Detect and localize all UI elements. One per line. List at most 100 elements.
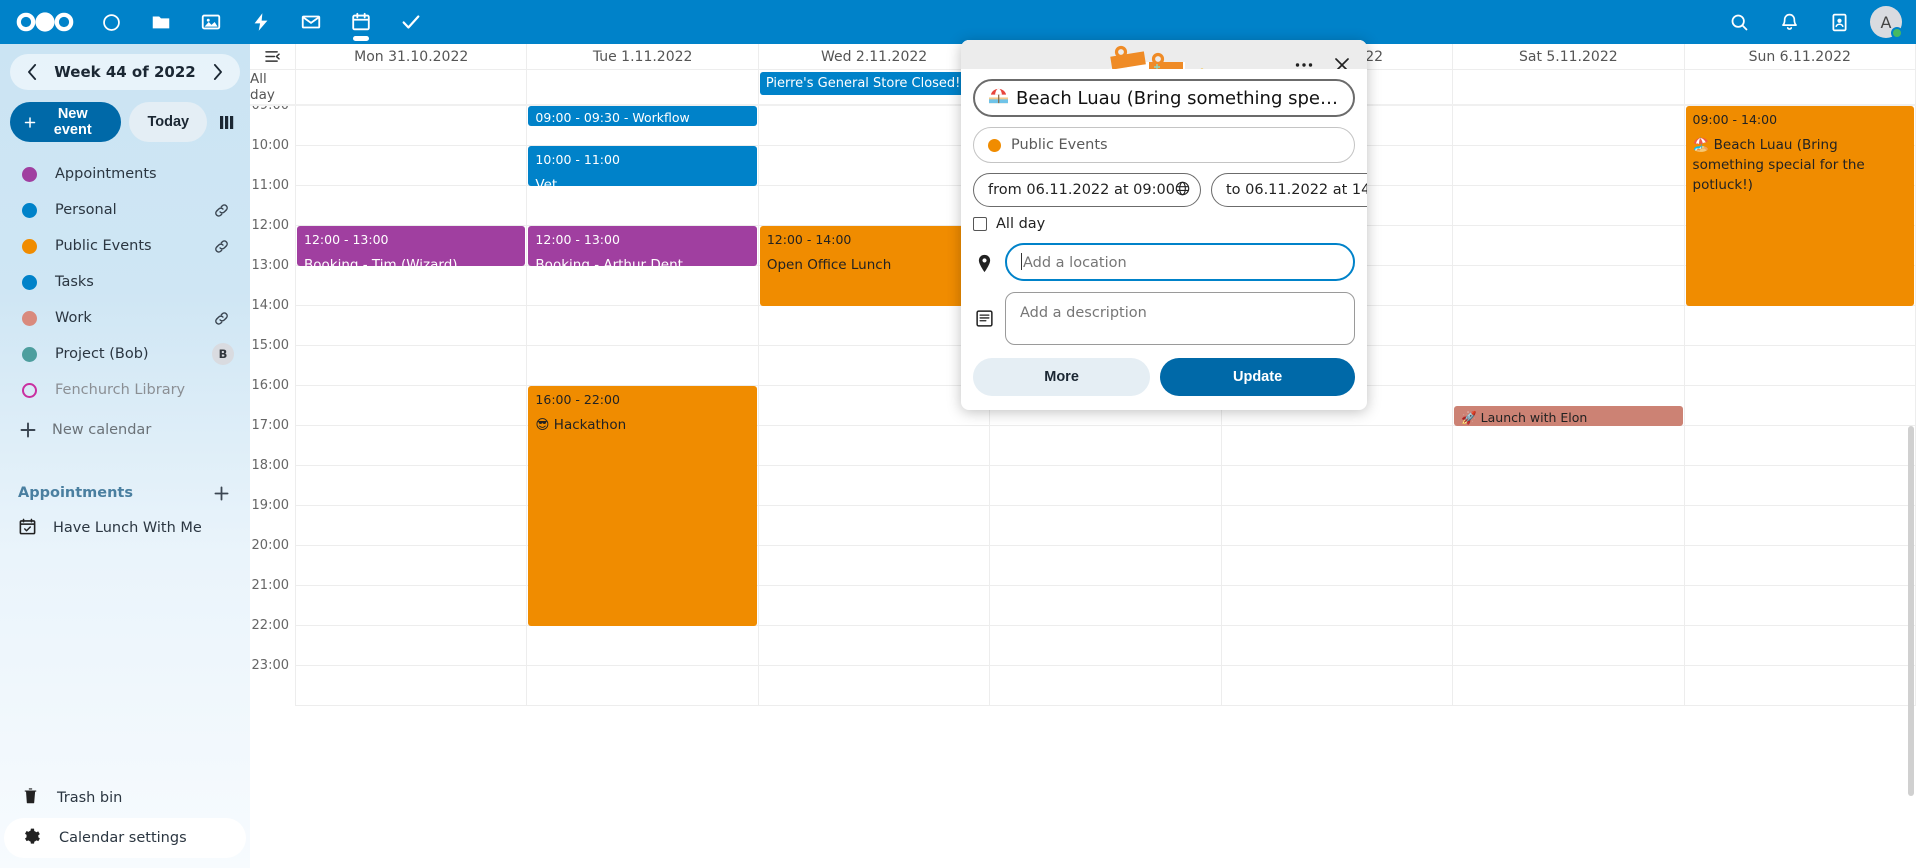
- end-date-input[interactable]: to 06.11.2022 at 14:00: [1210, 173, 1367, 207]
- event-vet[interactable]: 10:00 - 11:00 Vet: [528, 146, 757, 186]
- popover-body: Beach Luau (Bring something special for …: [961, 69, 1367, 345]
- add-appointment-button[interactable]: [210, 482, 232, 504]
- day-header-0[interactable]: Mon 31.10.2022: [296, 44, 528, 69]
- online-status-dot: [1891, 27, 1903, 39]
- notifications-icon[interactable]: [1764, 0, 1814, 44]
- dashboard-icon[interactable]: [86, 0, 136, 44]
- calendar-name: Appointments: [55, 166, 157, 182]
- calendar-select[interactable]: Public Events: [973, 127, 1355, 163]
- appointment-item-have-lunch-with-me[interactable]: Have Lunch With Me: [0, 508, 250, 548]
- nextcloud-logo-icon[interactable]: [14, 7, 76, 37]
- calendar-item-work[interactable]: Work: [4, 300, 246, 336]
- files-icon[interactable]: [136, 0, 186, 44]
- event-title: Open Office Lunch: [766, 256, 892, 273]
- share-link-icon[interactable]: [212, 309, 230, 327]
- calendar-name: Project (Bob): [55, 346, 149, 362]
- calendar-color-dot: [22, 166, 37, 182]
- top-bar: A: [0, 0, 1916, 44]
- day-header-1[interactable]: Tue 1.11.2022: [527, 44, 759, 69]
- day-header-6[interactable]: Sun 6.11.2022: [1685, 44, 1916, 69]
- view-switch-icon[interactable]: [217, 105, 240, 139]
- today-label: Today: [147, 114, 190, 130]
- more-actions-icon[interactable]: [1287, 48, 1321, 69]
- calendar-item-tasks[interactable]: Tasks: [4, 264, 246, 300]
- event-beach-luau[interactable]: 09:00 - 14:00 🏖️ Beach Luau (Bring somet…: [1685, 106, 1914, 306]
- calendar-item-appointments[interactable]: Appointments: [4, 156, 246, 192]
- trash-bin-label: Trash bin: [57, 790, 123, 806]
- all-day-cell-6[interactable]: [1685, 70, 1916, 104]
- time-label-7: 16:00: [251, 378, 289, 393]
- location-input[interactable]: Add a location: [1005, 243, 1355, 281]
- user-avatar[interactable]: A: [1870, 6, 1903, 39]
- all-day-cell-2[interactable]: Pierre's General Store Closed!: [759, 70, 991, 104]
- event-booking-arthur-dent[interactable]: 12:00 - 13:00 Booking - Arthur Dent: [528, 226, 757, 266]
- sidebar: Week 44 of 2022 New event Today: [0, 44, 250, 868]
- trash-bin-button[interactable]: Trash bin: [4, 778, 246, 818]
- event-open-office-lunch[interactable]: 12:00 - 14:00 Open Office Lunch: [759, 226, 989, 306]
- event-booking-tim-wizard[interactable]: 12:00 - 13:00 Booking - Tim (Wizard): [297, 226, 526, 266]
- mail-icon[interactable]: [286, 0, 336, 44]
- activity-icon[interactable]: [236, 0, 286, 44]
- vertical-scrollbar[interactable]: [1908, 426, 1914, 796]
- photos-icon[interactable]: [186, 0, 236, 44]
- previous-week-button[interactable]: [18, 58, 46, 86]
- description-input[interactable]: Add a description: [1005, 292, 1355, 345]
- appointment-label: Have Lunch With Me: [53, 520, 202, 536]
- more-button-label: More: [1044, 369, 1079, 385]
- all-day-checkbox[interactable]: [973, 217, 987, 231]
- calendar-color-dot: [988, 138, 1001, 152]
- avatar-initial: A: [1880, 12, 1892, 32]
- top-bar-right: A: [1714, 0, 1916, 44]
- calendar-item-fenchurch-library[interactable]: Fenchurch Library: [4, 372, 246, 408]
- event-time: 10:00 - 11:00: [535, 152, 620, 167]
- all-day-toggle[interactable]: All day: [973, 216, 1355, 232]
- event-time: 16:00 - 22:00: [535, 392, 620, 407]
- time-label-0: 09:00: [252, 106, 289, 113]
- timezone-globe-icon[interactable]: [1175, 181, 1190, 200]
- all-day-cell-5[interactable]: [1453, 70, 1685, 104]
- popover-actions: [1287, 48, 1359, 69]
- day-header-2[interactable]: Wed 2.11.2022: [759, 44, 991, 69]
- calendar-color-dot: [22, 274, 37, 290]
- day-column-1[interactable]: 09:00 - 09:30 - Workflow Discussion 10:0…: [527, 106, 759, 706]
- share-link-icon[interactable]: [212, 201, 230, 219]
- event-workflow-discussion[interactable]: 09:00 - 09:30 - Workflow Discussion: [528, 106, 757, 126]
- day-header-5[interactable]: Sat 5.11.2022: [1453, 44, 1685, 69]
- today-button[interactable]: Today: [129, 102, 208, 142]
- calendar-item-personal[interactable]: Personal: [4, 192, 246, 228]
- new-calendar-button[interactable]: New calendar: [4, 412, 246, 448]
- event-editor-popover: Beach Luau (Bring something special for …: [961, 40, 1367, 410]
- day-column-5[interactable]: 🚀 Launch with Elon: [1453, 106, 1685, 706]
- contacts-icon[interactable]: [1814, 0, 1864, 44]
- event-launch-with-elon[interactable]: 🚀 Launch with Elon: [1454, 406, 1683, 426]
- all-day-event[interactable]: Pierre's General Store Closed!: [759, 72, 989, 95]
- day-column-6[interactable]: 09:00 - 14:00 🏖️ Beach Luau (Bring somet…: [1684, 106, 1916, 706]
- calendar-settings-label: Calendar settings: [59, 830, 187, 846]
- new-event-button[interactable]: New event: [10, 102, 122, 142]
- event-hackathon[interactable]: 16:00 - 22:00 😎 Hackathon: [528, 386, 757, 626]
- day-column-0[interactable]: 12:00 - 13:00 Booking - Tim (Wizard): [296, 106, 528, 706]
- beach-umbrella-icon: [989, 87, 1008, 110]
- next-week-button[interactable]: [204, 58, 232, 86]
- selected-calendar-name: Public Events: [1011, 137, 1108, 153]
- search-icon[interactable]: [1714, 0, 1764, 44]
- start-date-input[interactable]: from 06.11.2022 at 09:00: [973, 173, 1201, 207]
- new-event-label: New event: [53, 106, 92, 138]
- all-day-cell-0[interactable]: [296, 70, 528, 104]
- event-title-input[interactable]: Beach Luau (Bring something special for …: [973, 79, 1355, 117]
- collapse-rows-icon[interactable]: [250, 44, 296, 69]
- all-day-cell-1[interactable]: [527, 70, 759, 104]
- calendar-settings-button[interactable]: Calendar settings: [4, 818, 246, 858]
- more-button[interactable]: More: [973, 358, 1151, 396]
- day-column-2[interactable]: 12:00 - 14:00 Open Office Lunch: [758, 106, 991, 706]
- update-button[interactable]: Update: [1160, 358, 1355, 396]
- close-icon[interactable]: [1325, 48, 1359, 69]
- calendar-item-project-bob[interactable]: Project (Bob) B: [4, 336, 246, 372]
- tasks-icon[interactable]: [386, 0, 436, 44]
- all-day-label: All day: [250, 70, 296, 104]
- calendar-item-public-events[interactable]: Public Events: [4, 228, 246, 264]
- week-navigation[interactable]: Week 44 of 2022: [10, 54, 240, 90]
- calendar-icon[interactable]: [336, 0, 386, 44]
- all-day-cell-4[interactable]: [1222, 70, 1454, 104]
- share-link-icon[interactable]: [212, 237, 230, 255]
